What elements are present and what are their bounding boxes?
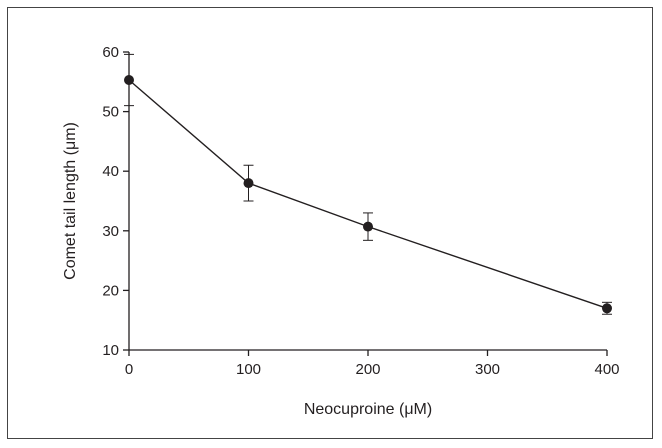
y-tick-label: 50	[102, 104, 119, 121]
x-tick-label: 200	[355, 361, 380, 378]
x-tick-label: 400	[594, 361, 619, 378]
y-axis-label: Comet tail length (μm)	[62, 122, 79, 280]
plot-marks	[124, 53, 612, 315]
figure-frame	[7, 7, 653, 439]
y-tick-label: 40	[102, 163, 119, 180]
series-line	[128, 79, 608, 309]
data-point	[363, 221, 373, 232]
data-point	[243, 178, 254, 189]
x-tick-label: 100	[236, 361, 261, 378]
x-axis-label: Neocuproine (μM)	[304, 401, 432, 418]
y-tick-label: 20	[102, 282, 119, 299]
x-tick-label: 0	[125, 361, 133, 378]
data-point	[124, 75, 134, 86]
y-tick-label: 10	[102, 342, 119, 359]
y-tick-label: 30	[102, 223, 119, 240]
x-tick-label: 300	[475, 361, 500, 378]
axes: 10 20 30 40 50 60 0 100 200 300 400	[102, 44, 619, 378]
y-tick-label: 60	[102, 44, 119, 61]
data-point	[602, 303, 612, 314]
